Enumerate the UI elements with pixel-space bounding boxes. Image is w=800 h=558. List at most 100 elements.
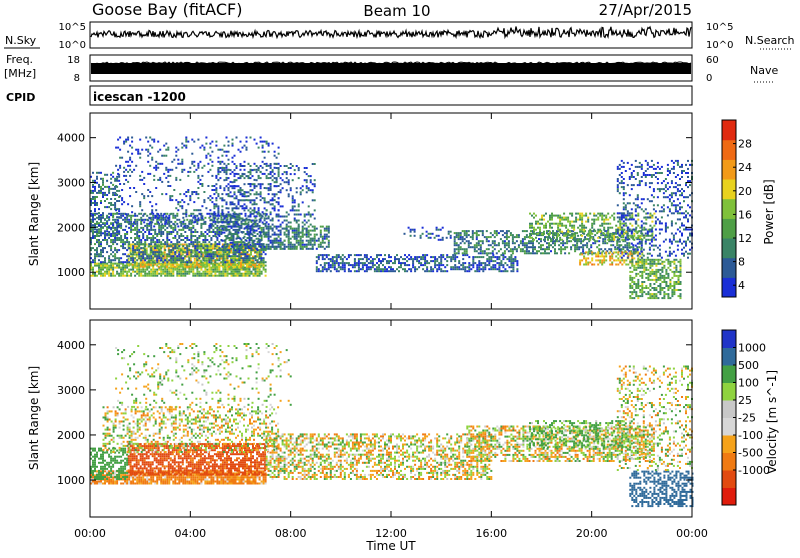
- power-cell: [186, 266, 188, 268]
- power-cell: [234, 224, 236, 226]
- power-cell: [450, 235, 452, 237]
- power-cell: [171, 161, 173, 163]
- power-cell: [296, 220, 298, 222]
- power-cell: [434, 256, 436, 258]
- power-cell: [168, 273, 170, 275]
- power-cell: [177, 203, 179, 205]
- power-cell: [248, 225, 250, 227]
- power-cell: [114, 235, 116, 237]
- power-cell: [302, 228, 304, 230]
- power-cell: [540, 238, 542, 240]
- power-cell: [188, 269, 190, 271]
- power-cell: [298, 224, 300, 226]
- power-cell: [92, 234, 94, 236]
- power-cell: [127, 137, 129, 139]
- cpid-panel: CPID icescan -1200: [6, 86, 692, 105]
- power-cell: [274, 248, 276, 250]
- power-cell: [110, 247, 112, 249]
- power-cell: [272, 230, 274, 232]
- power-cell: [580, 246, 582, 248]
- power-cell: [98, 192, 100, 194]
- power-cell: [217, 179, 219, 181]
- power-cell: [160, 251, 162, 253]
- power-cell: [262, 141, 264, 143]
- power-cell: [194, 264, 196, 266]
- power-cell: [143, 183, 145, 185]
- power-cell: [176, 239, 178, 241]
- power-cell: [114, 219, 116, 221]
- power-cell: [274, 226, 276, 228]
- power-cell: [110, 245, 112, 247]
- power-cell: [110, 222, 112, 224]
- power-cell: [454, 242, 456, 244]
- power-cell: [92, 202, 94, 204]
- power-cell: [164, 225, 166, 227]
- power-cell: [166, 269, 168, 271]
- power-cell: [226, 216, 228, 218]
- noise-label: N.Sky: [5, 34, 37, 47]
- power-cell: [440, 260, 442, 262]
- power-cell: [232, 161, 234, 163]
- power-cell: [193, 171, 195, 173]
- nave-label: Nave: [750, 64, 778, 77]
- power-cell: [486, 254, 488, 256]
- power-cell: [98, 255, 100, 257]
- power-cell: [110, 253, 112, 255]
- power-cell: [102, 249, 104, 251]
- power-cell: [394, 258, 396, 260]
- power-cell: [252, 242, 254, 244]
- power-cell: [193, 165, 195, 167]
- power-cell: [210, 271, 212, 273]
- power-cell: [294, 169, 296, 171]
- power-cell: [234, 173, 236, 175]
- power-cell: [238, 189, 240, 191]
- power-cell: [318, 244, 320, 246]
- power-cell: [247, 261, 249, 263]
- power-cell: [276, 185, 278, 187]
- power-cell: [263, 267, 265, 269]
- power-cell: [156, 233, 158, 235]
- power-cell: [248, 209, 250, 211]
- power-cell: [211, 165, 213, 167]
- power-cell: [152, 235, 154, 237]
- power-cell: [178, 241, 180, 243]
- power-cell: [202, 241, 204, 243]
- power-cell: [598, 248, 600, 250]
- power-cell: [136, 259, 138, 261]
- power-cell: [320, 236, 322, 238]
- power-cell: [221, 240, 223, 242]
- power-cell: [232, 171, 234, 173]
- power-cell: [120, 223, 122, 225]
- power-cell: [204, 273, 206, 275]
- power-cell: [226, 264, 228, 266]
- power-cell: [221, 246, 223, 248]
- power-cell: [328, 230, 330, 232]
- power-cell: [98, 208, 100, 210]
- power-cell: [242, 246, 244, 248]
- power-cell: [217, 195, 219, 197]
- power-cell: [232, 139, 234, 141]
- power-cell: [278, 242, 280, 244]
- power-cell: [252, 175, 254, 177]
- power-cell: [394, 256, 396, 258]
- power-cell: [268, 217, 270, 219]
- power-cell: [123, 143, 125, 145]
- power-cell: [167, 181, 169, 183]
- power-cell: [254, 266, 256, 268]
- power-cell: [213, 219, 215, 221]
- power-cell: [146, 227, 148, 229]
- power-cell: [266, 209, 268, 211]
- power-cell: [138, 269, 140, 271]
- power-cell: [378, 266, 380, 268]
- power-cell: [117, 139, 119, 141]
- power-cell: [530, 240, 532, 242]
- power-cell: [462, 230, 464, 232]
- power-cell: [106, 220, 108, 222]
- power-cell: [280, 183, 282, 185]
- power-cell: [222, 275, 224, 277]
- power-cell: [150, 273, 152, 275]
- power-cell: [96, 241, 98, 243]
- power-cell: [245, 273, 247, 275]
- power-cell: [484, 252, 486, 254]
- power-cell: [190, 271, 192, 273]
